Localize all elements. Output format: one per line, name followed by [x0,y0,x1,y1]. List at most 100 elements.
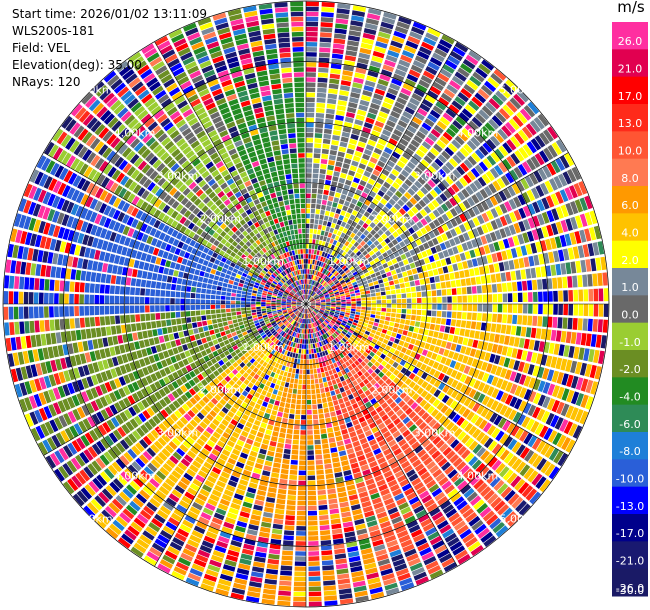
velocity-gate [308,296,312,301]
velocity-gate [302,374,306,380]
velocity-gate [491,115,503,127]
velocity-gate [387,457,397,465]
velocity-gate [507,314,513,324]
velocity-gate [491,284,497,293]
velocity-gate [314,373,318,379]
velocity-gate [383,497,395,506]
velocity-gate [364,330,371,336]
velocity-gate [329,328,335,334]
velocity-gate [472,402,481,413]
velocity-gate [452,413,461,423]
velocity-gate [370,371,377,378]
velocity-gate [321,323,325,328]
velocity-gate [310,302,316,304]
velocity-gate [372,277,378,282]
velocity-gate [411,304,417,309]
velocity-gate [333,400,339,406]
velocity-gate [311,244,315,250]
velocity-gate [334,280,340,285]
velocity-gate [326,259,331,265]
velocity-gate [399,577,413,586]
velocity-gate [439,68,453,79]
velocity-gate [478,109,490,121]
velocity-gate [315,307,320,310]
velocity-gate [321,301,326,304]
velocity-gate [513,166,523,179]
velocity-gate [317,283,321,288]
velocity-gate [376,511,388,519]
velocity-gate [336,486,346,493]
velocity-gate [323,321,328,326]
velocity-gate [404,370,412,377]
velocity-gate [310,305,316,307]
velocity-gate [287,356,292,362]
velocity-gate [312,333,315,338]
velocity-gate [308,571,321,577]
velocity-gate [499,203,508,214]
velocity-gate [493,263,500,273]
velocity-gate [477,370,485,381]
velocity-gate [574,215,583,229]
velocity-gate [352,347,359,354]
velocity-gate [593,225,602,240]
velocity-gate [398,92,410,101]
velocity-gate [306,329,308,334]
velocity-gate [323,133,332,140]
velocity-gate [336,304,341,306]
velocity-gate [474,92,487,104]
velocity-gate [580,378,589,392]
velocity-gate [528,390,537,403]
velocity-gate [442,131,453,142]
velocity-gate [398,352,405,359]
velocity-gate [414,339,421,347]
velocity-gate [524,449,535,462]
velocity-gate [472,295,478,303]
velocity-gate [377,265,384,271]
velocity-gate [317,494,327,500]
velocity-gate [345,443,353,450]
velocity-gate [449,360,457,369]
velocity-gate [500,272,507,282]
velocity-gate [394,101,405,110]
velocity-gate [328,273,333,278]
velocity-gate [489,195,499,206]
velocity-gate [515,499,527,513]
velocity-gate [343,384,350,391]
velocity-gate [325,391,331,398]
velocity-gate [312,414,319,420]
velocity-gate [419,399,428,408]
velocity-gate [422,425,431,434]
velocity-gate [411,215,420,223]
velocity-gate [380,185,388,193]
velocity-gate [363,211,371,218]
velocity-gate [565,202,574,216]
velocity-gate [563,421,574,435]
velocity-gate [582,244,590,258]
velocity-gate [352,82,363,89]
velocity-gate [512,292,518,303]
velocity-gate [419,209,428,217]
velocity-gate [344,531,356,538]
velocity-gate [476,203,485,213]
velocity-gate [431,161,440,171]
velocity-gate [373,280,379,286]
velocity-gate [486,425,497,436]
velocity-gate [486,155,497,166]
velocity-gate [314,316,318,321]
velocity-gate [310,369,314,374]
velocity-gate [390,269,397,276]
velocity-gate [373,502,384,510]
velocity-gate [466,491,478,503]
velocity-gate [313,153,321,159]
velocity-gate [337,151,345,158]
velocity-gate [437,296,442,303]
velocity-gate [359,247,366,253]
velocity-gate [385,452,395,461]
velocity-gate [334,120,344,126]
velocity-gate [442,296,447,303]
velocity-gate [307,475,316,481]
velocity-gate [391,168,400,177]
velocity-gate [336,273,341,279]
velocity-gate [370,289,376,294]
velocity-gate [307,313,310,319]
